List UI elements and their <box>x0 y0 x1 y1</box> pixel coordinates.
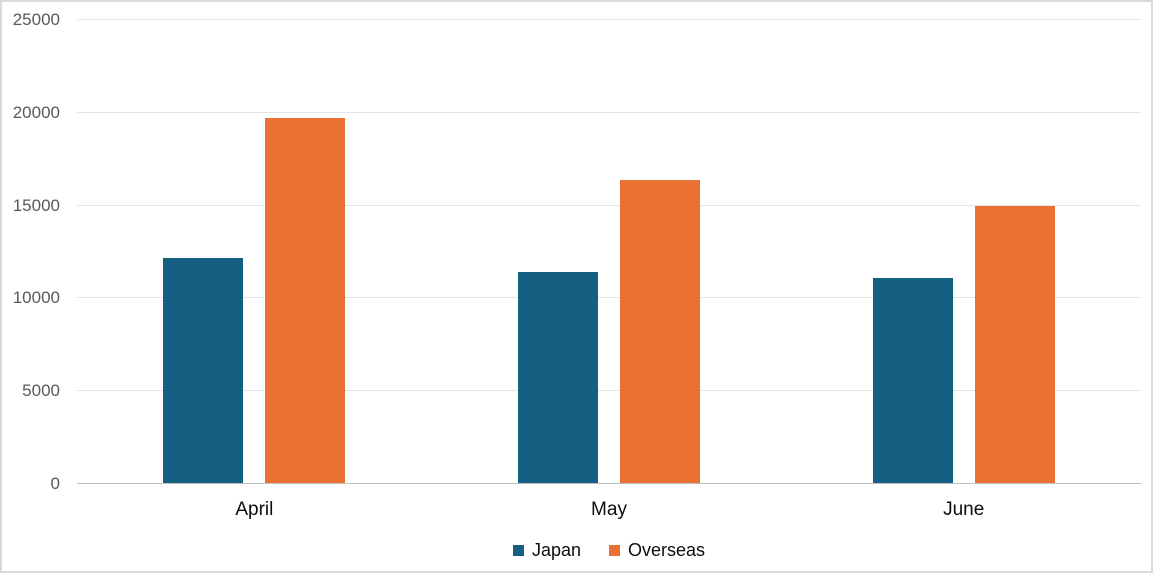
legend-label-overseas: Overseas <box>628 540 706 560</box>
y-gridline-5000 <box>77 390 1141 392</box>
bar-groups <box>77 20 1141 484</box>
category-group-april <box>77 20 432 484</box>
y-gridline-10000 <box>77 297 1141 299</box>
bar-overseas-june <box>974 205 1055 484</box>
x-axis: April May June <box>77 484 1141 521</box>
y-tick-label-20000: 20000 <box>12 102 60 122</box>
y-tick-label-0: 0 <box>50 474 60 493</box>
legend-item-overseas: Overseas <box>609 540 706 561</box>
y-gridline-15000 <box>77 204 1141 206</box>
x-tick-label-may: May <box>591 499 627 520</box>
x-tick-label-june: June <box>943 499 985 520</box>
x-tick-label-april: April <box>235 499 274 520</box>
bar-japan-april <box>163 257 244 484</box>
bar-overseas-may <box>620 179 700 484</box>
plot-area <box>77 19 1141 484</box>
y-gridline-25000 <box>77 19 1141 20</box>
y-gridline-20000 <box>77 111 1141 113</box>
y-axis: 0 5000 10000 15000 20000 25000 <box>2 10 60 493</box>
y-tick-label-5000: 5000 <box>22 381 60 401</box>
legend-label-japan: Japan <box>531 540 581 560</box>
bar-japan-june <box>872 277 953 484</box>
y-tick-label-10000: 10000 <box>12 288 60 308</box>
legend: Japan Overseas <box>77 540 1141 561</box>
legend-swatch-overseas <box>609 545 620 557</box>
bar-japan-may <box>518 272 598 484</box>
category-group-june <box>786 20 1141 484</box>
y-tick-label-15000: 15000 <box>12 195 60 215</box>
y-tick-label-25000: 25000 <box>12 10 60 29</box>
legend-swatch-japan <box>512 545 524 557</box>
bar-overseas-april <box>265 118 346 484</box>
legend-item-japan: Japan <box>512 540 581 561</box>
x-axis-line <box>77 483 1141 484</box>
category-group-may <box>432 20 787 484</box>
